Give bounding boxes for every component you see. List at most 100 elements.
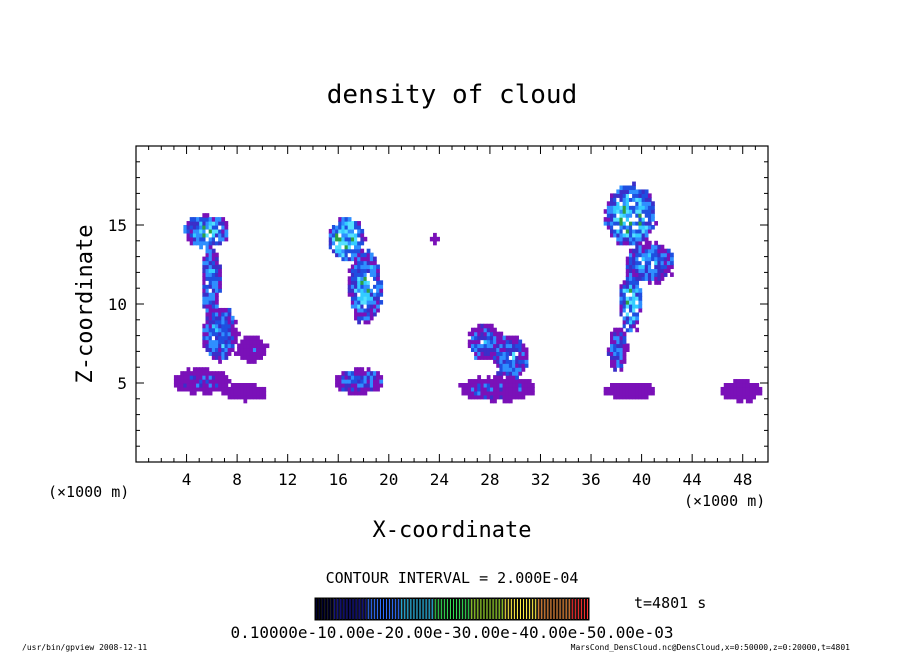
cloud-cell (632, 383, 636, 388)
cloud-cell (202, 232, 207, 238)
cloud-cell (350, 236, 355, 242)
cloud-cell (376, 268, 380, 273)
cloud-cell (341, 236, 346, 242)
cloud-cell (208, 232, 213, 238)
cloud-cell (752, 383, 756, 388)
cloud-cell (192, 221, 197, 226)
cloud-cell (610, 213, 614, 218)
cloud-cell (644, 232, 649, 238)
cloud-cell (186, 232, 191, 238)
cloud-cell (613, 213, 617, 218)
cloud-cell (347, 256, 352, 262)
cloud-cell (354, 252, 358, 258)
cloud-cell (632, 284, 636, 289)
cloud-cell (215, 347, 219, 352)
cloud-cell (610, 193, 614, 198)
cloud-cell (376, 280, 380, 285)
cloud-cell (515, 371, 519, 376)
cloud-cell (625, 347, 630, 352)
cloud-cell (243, 390, 248, 396)
cloud-cell (625, 300, 630, 305)
cloud-cell (625, 323, 630, 329)
cloud-cell (347, 386, 352, 392)
cloud-cell (360, 307, 365, 313)
cloud-cell (347, 248, 352, 254)
cloud-cell (632, 264, 636, 270)
cloud-cell (628, 327, 633, 333)
cloud-cell (369, 311, 374, 317)
cloud-cell (632, 228, 636, 234)
cloud-cell (379, 284, 384, 289)
cloud-cell (638, 390, 643, 396)
cloud-cell (360, 256, 365, 262)
cloud-cell (259, 339, 263, 345)
cloud-cell (221, 232, 226, 238)
cloud-cell (635, 284, 640, 289)
cloud-cell (259, 343, 263, 349)
cloud-cell (341, 252, 346, 258)
cloud-cell (619, 232, 624, 238)
cloud-cell (628, 213, 633, 218)
cloud-cell (647, 272, 652, 277)
cloud-cell (338, 217, 342, 222)
cloud-cell (654, 240, 658, 246)
cloud-cell (610, 331, 614, 337)
cloud-cell (622, 209, 627, 214)
cloud-cell (237, 386, 241, 392)
cloud-cell (619, 197, 624, 202)
cloud-cell (240, 347, 245, 352)
cloud-cell (622, 335, 627, 341)
cloud-cell (486, 386, 491, 392)
cloud-cell (376, 371, 380, 376)
cloud-cell (215, 383, 219, 388)
cloud-cell (628, 260, 633, 266)
cloud-cell (635, 232, 640, 238)
cloud-cell (644, 386, 649, 392)
cloud-cell (613, 197, 617, 202)
cloud-cell (350, 276, 355, 281)
cloud-cell (638, 228, 643, 234)
cloud-cell (644, 201, 649, 206)
cloud-cell (186, 371, 191, 376)
cloud-cell (199, 225, 203, 230)
cloud-cell (628, 383, 633, 388)
cloud-cell (613, 355, 617, 360)
cloud-cell (508, 363, 513, 368)
cloud-cell (230, 327, 235, 333)
cloud-cell (625, 260, 630, 266)
cloud-cell (654, 256, 658, 262)
cloud-cell (610, 390, 614, 396)
cloud-cell (344, 248, 349, 254)
cloud-cell (338, 386, 342, 392)
cloud-cell (335, 252, 339, 258)
cloud-cell (218, 351, 222, 356)
cloud-cell (215, 300, 219, 305)
cloud-cell (496, 375, 500, 380)
cloud-cell (366, 311, 371, 317)
cloud-cell (622, 232, 627, 238)
cloud-cell (461, 383, 466, 388)
cloud-cell (205, 280, 210, 285)
cloud-cell (632, 311, 636, 317)
cloud-cell (215, 375, 219, 380)
cloud-cell (635, 248, 640, 254)
cloud-cell (663, 252, 668, 258)
cloud-cell (730, 394, 734, 400)
cloud-cell (199, 217, 203, 222)
cloud-cell (249, 343, 254, 349)
cloud-cell (208, 288, 213, 293)
cloud-cell (379, 300, 384, 305)
cloud-cell (208, 260, 213, 266)
cloud-cell (357, 225, 361, 230)
cloud-cell (215, 339, 219, 345)
cloud-cell (347, 240, 352, 246)
cloud-cell (246, 390, 251, 396)
cloud-cell (211, 228, 216, 234)
cloud-cell (233, 351, 238, 356)
cloud-cell (347, 244, 352, 250)
cloud-cell (252, 355, 257, 360)
cloud-cell (531, 386, 535, 392)
cloud-cell (625, 256, 630, 262)
cloud-cell (730, 386, 734, 392)
cloud-cell (347, 280, 352, 285)
